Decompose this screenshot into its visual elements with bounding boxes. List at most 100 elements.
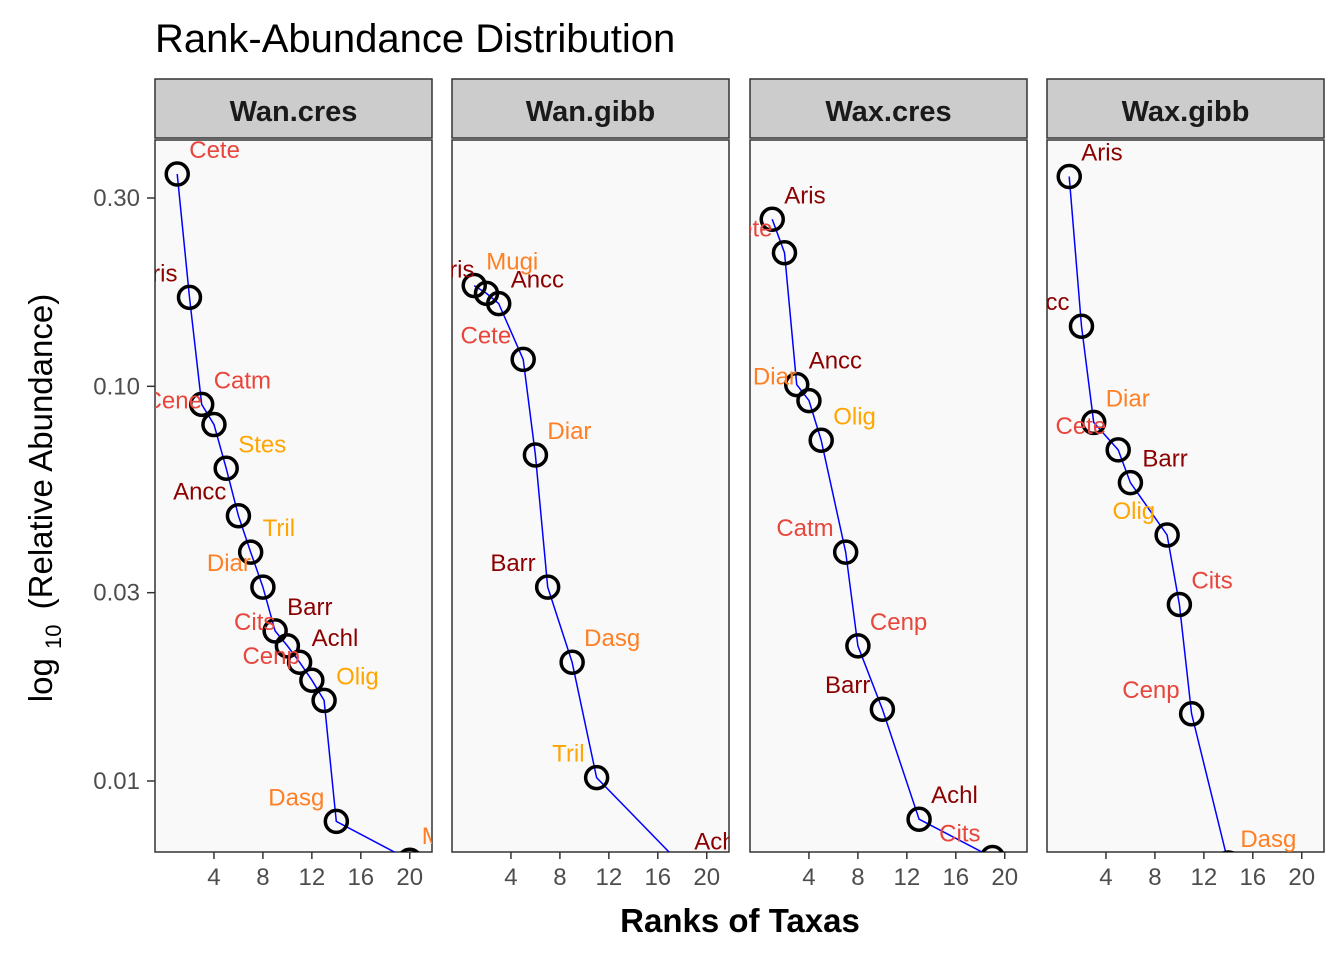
data-label: Ancc (511, 267, 564, 294)
x-tick-label: 12 (1191, 864, 1218, 891)
data-point (534, 574, 561, 600)
data-label: Olig (833, 403, 876, 430)
x-tick-label: 20 (693, 864, 720, 891)
data-label: Diar (1106, 385, 1150, 412)
facet-strip (154, 78, 433, 139)
x-tick-label: 20 (396, 864, 423, 891)
panel-plot-area: Aris Cete Ancc Diar Olig Catm Cenp Barr Achl Cits (722, 182, 1005, 852)
data-label: Tril (552, 741, 584, 768)
panel-background (749, 139, 1028, 853)
data-label: Catm (214, 367, 271, 394)
data-point (1154, 522, 1180, 548)
data-point (1056, 163, 1082, 190)
y-axis-label-main: log (22, 658, 59, 702)
data-label: Ancc (1016, 289, 1069, 316)
y-axis-label-sub: 10 (41, 625, 66, 649)
data-point (399, 847, 420, 852)
data-point (808, 427, 834, 454)
x-tick-label: 8 (553, 864, 566, 891)
x-tick-label: 20 (991, 864, 1018, 891)
chart-title: Rank-Abundance Distribution (155, 17, 675, 61)
x-tick-label: 4 (504, 864, 517, 891)
data-point (1166, 591, 1193, 618)
panel-wax-cres: Wax.cres Aris Cete Ancc Diar Olig Catm Cenp Barr… (722, 78, 1028, 891)
data-point (1178, 701, 1205, 727)
y-axis-label: log 10 (Relative Abundance) (22, 294, 68, 702)
data-label: Achl (931, 782, 978, 809)
data-point (869, 696, 896, 722)
data-label: Ancc (809, 348, 862, 375)
panel-plot-area: Mugi Aris Ancc Cete Diar Barr Dasg Tril Achl (452, 249, 741, 877)
data-point (1221, 850, 1235, 852)
facet-strip-label: Wax.gibb (1122, 96, 1250, 128)
abundance-line (176, 173, 396, 852)
x-tick-label: 4 (207, 864, 220, 891)
data-label: Tril (263, 515, 295, 542)
data-point (225, 502, 252, 529)
data-label: Barr (287, 594, 332, 621)
data-label: Cete (722, 216, 773, 243)
data-label: Barr (490, 550, 535, 577)
data-point (1105, 437, 1131, 463)
y-tick-label: 0.30 (93, 185, 140, 212)
facet-strip-label: Wan.cres (230, 96, 358, 128)
x-tick-label: 8 (851, 864, 864, 891)
data-point (274, 633, 301, 659)
data-label: Cene (145, 388, 202, 415)
y-axis-label-rest: (Relative Abundance) (22, 294, 59, 610)
x-tick-label: 4 (802, 864, 815, 891)
data-label: Diar (207, 550, 251, 577)
data-point (759, 206, 785, 233)
data-point (796, 387, 822, 414)
y-tick-label: 0.10 (93, 373, 140, 400)
data-label: Achl (694, 829, 741, 856)
data-point (201, 411, 227, 438)
data-point (250, 574, 276, 600)
facet-strip-label: Wax.cres (825, 96, 951, 128)
data-point (262, 618, 288, 644)
data-point (671, 855, 693, 877)
data-label: Mugi (422, 823, 474, 850)
data-point (1068, 313, 1095, 339)
data-label: Barr (825, 672, 870, 699)
data-point (176, 284, 203, 311)
x-tick-label: 20 (1288, 864, 1315, 891)
data-label: Cits (1191, 568, 1232, 595)
data-point (583, 764, 610, 791)
data-point (188, 391, 215, 418)
data-point (783, 371, 810, 398)
x-tick-label: 16 (347, 864, 374, 891)
data-label: Cits (939, 820, 980, 847)
data-label: Catm (776, 515, 833, 542)
x-tick-label: 16 (942, 864, 969, 891)
data-label: Diar (753, 364, 797, 391)
data-point (559, 649, 585, 675)
data-point (164, 161, 190, 187)
data-label: Aris (1081, 140, 1122, 167)
panels-layer: 0.30 0.10 0.03 0.01 Wan.cres Cete Aris Catm Cene… (93, 78, 1325, 891)
data-label: Cenp (1122, 677, 1179, 704)
data-label: Olig (336, 663, 379, 690)
facet-strip-label: Wan.gibb (526, 96, 655, 128)
data-label: Barr (1142, 446, 1187, 473)
x-tick-label: 8 (1148, 864, 1161, 891)
x-tick-label: 16 (644, 864, 671, 891)
data-label: Dasg (1240, 826, 1296, 853)
panel-background (154, 139, 433, 853)
data-label: Cete (1055, 413, 1106, 440)
panel-background (451, 139, 730, 853)
data-point (522, 442, 549, 468)
data-label: Diar (547, 418, 591, 445)
data-label: Aris (136, 260, 177, 287)
data-label: Cenp (870, 609, 927, 636)
facet-strip (749, 78, 1028, 139)
data-point (832, 539, 859, 565)
data-label: Stes (238, 431, 286, 458)
data-label: Cete (460, 322, 511, 349)
data-point (510, 346, 536, 373)
x-tick-label: 12 (596, 864, 623, 891)
y-tick-label: 0.01 (93, 768, 140, 795)
